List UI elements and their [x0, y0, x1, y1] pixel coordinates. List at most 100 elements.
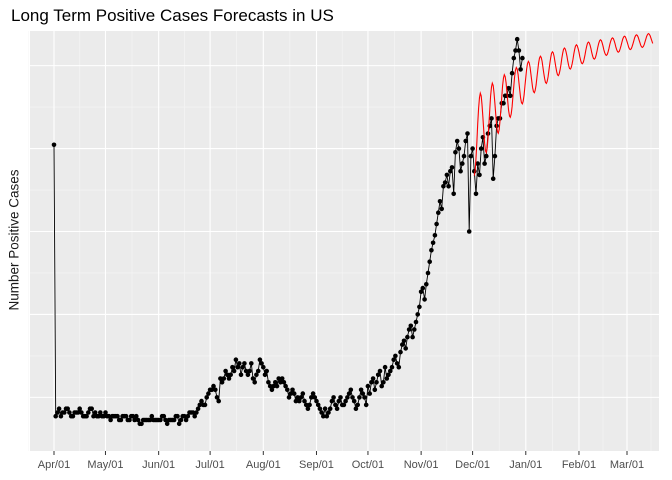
observed-point: [213, 387, 218, 393]
observed-point: [245, 372, 251, 378]
observed-point: [405, 334, 410, 340]
observed-point: [456, 146, 462, 151]
observed-point: [314, 398, 319, 404]
observed-point: [369, 380, 374, 385]
observed-point: [190, 410, 196, 415]
observed-point: [327, 406, 333, 412]
observed-point: [89, 406, 94, 412]
observed-point: [406, 327, 412, 332]
observed-point: [58, 413, 64, 419]
observed-point: [53, 413, 58, 419]
observed-point: [267, 383, 273, 389]
observed-point: [149, 413, 155, 419]
observed-point: [482, 161, 487, 166]
grid-minor: [27, 31, 659, 451]
x-tick-label: Apr/01: [38, 459, 70, 471]
observed-point: [429, 248, 434, 253]
observed-point: [391, 357, 397, 363]
x-tick-label: Nov/01: [404, 459, 439, 471]
observed-point: [413, 319, 419, 325]
observed-point: [473, 191, 479, 197]
observed-point: [396, 364, 402, 370]
observed-point: [183, 417, 189, 423]
x-tick-label: Jul/01: [195, 459, 224, 471]
observed-point: [501, 101, 506, 106]
observed-point: [341, 402, 347, 408]
observed-point: [163, 417, 168, 423]
observed-point: [384, 376, 390, 381]
observed-point: [513, 48, 518, 53]
observed-point: [175, 413, 180, 419]
observed-point: [386, 372, 391, 378]
observed-point: [135, 417, 141, 423]
observed-point: [271, 383, 276, 389]
observed-point: [139, 421, 144, 427]
observed-point: [55, 410, 60, 415]
observed-point: [331, 395, 336, 400]
observed-point: [307, 402, 312, 408]
observed-point: [182, 413, 187, 419]
observed-point: [161, 413, 167, 419]
observed-point: [127, 417, 132, 423]
observed-point: [417, 304, 422, 310]
x-tick-label: Jun/01: [142, 459, 175, 471]
observed-point: [370, 376, 376, 381]
observed-point: [365, 383, 371, 389]
observed-point: [412, 327, 417, 332]
observed-point: [345, 395, 350, 400]
observed-point: [266, 380, 271, 385]
observed-point: [202, 402, 208, 408]
observed-point: [355, 402, 361, 408]
observed-point: [98, 410, 103, 415]
observed-point: [273, 380, 278, 385]
observed-point: [465, 131, 470, 136]
x-tick-label: Jan/01: [509, 459, 542, 471]
observed-point: [235, 364, 240, 370]
observed-point: [362, 395, 367, 400]
observed-point: [468, 153, 474, 159]
observed-point: [425, 270, 431, 276]
observed-point: [269, 387, 275, 393]
observed-point: [106, 413, 112, 419]
observed-point: [427, 259, 433, 265]
observed-point: [309, 395, 314, 400]
x-tick-label: May/01: [87, 459, 123, 471]
x-tick-label: Dec/01: [455, 459, 490, 471]
observed-point: [343, 398, 348, 404]
observed-point: [293, 398, 299, 404]
observed-point: [276, 376, 282, 381]
observed-point: [375, 372, 381, 378]
observed-point: [209, 387, 215, 393]
observed-point: [103, 410, 108, 415]
observed-point: [442, 180, 448, 185]
observed-point: [225, 372, 230, 378]
observed-point: [259, 361, 264, 366]
observed-point: [475, 161, 481, 166]
observed-point: [252, 380, 257, 385]
observed-point: [490, 176, 496, 181]
forecast-line: [473, 32, 654, 176]
observed-point: [506, 85, 511, 91]
observed-point: [305, 406, 311, 412]
observed-point: [108, 417, 113, 423]
observed-point: [238, 372, 244, 378]
observed-point: [297, 398, 302, 404]
observed-point: [194, 410, 199, 415]
observed-point: [353, 406, 359, 412]
x-tick-label: Mar/01: [610, 459, 644, 471]
observed-point: [231, 368, 237, 374]
observed-point: [51, 142, 57, 148]
observed-point: [478, 146, 484, 151]
observed-point: [453, 150, 458, 155]
observed-point: [303, 402, 309, 408]
observed-point: [240, 364, 245, 370]
observed-point: [274, 383, 280, 389]
observed-point: [434, 221, 439, 227]
observed-point: [295, 395, 300, 400]
observed-point: [329, 398, 335, 404]
observed-point: [91, 413, 96, 419]
observed-point: [171, 417, 177, 423]
observed-point: [436, 210, 441, 215]
observed-point: [430, 240, 436, 246]
observed-point: [466, 229, 472, 234]
